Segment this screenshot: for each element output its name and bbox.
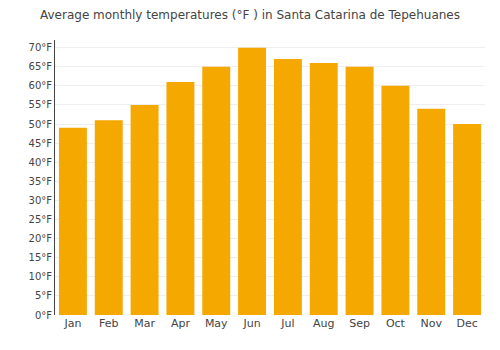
svg-text:65°F: 65°F bbox=[29, 61, 53, 72]
svg-text:Jun: Jun bbox=[242, 317, 260, 330]
svg-text:Apr: Apr bbox=[171, 317, 191, 330]
svg-text:25°F: 25°F bbox=[29, 214, 53, 225]
svg-text:50°F: 50°F bbox=[29, 119, 53, 130]
svg-text:20°F: 20°F bbox=[29, 233, 53, 244]
svg-text:Oct: Oct bbox=[386, 317, 406, 330]
svg-text:Jan: Jan bbox=[63, 317, 81, 330]
svg-text:Nov: Nov bbox=[421, 317, 443, 330]
svg-text:30°F: 30°F bbox=[29, 195, 53, 206]
svg-text:Feb: Feb bbox=[99, 317, 118, 330]
svg-text:55°F: 55°F bbox=[29, 99, 53, 110]
svg-text:Jul: Jul bbox=[280, 317, 294, 330]
svg-text:40°F: 40°F bbox=[29, 157, 53, 168]
svg-text:Mar: Mar bbox=[134, 317, 155, 330]
svg-text:5°F: 5°F bbox=[35, 290, 52, 301]
svg-text:Aug: Aug bbox=[313, 317, 334, 330]
svg-text:Average monthly temperatures (: Average monthly temperatures (°F ) in Sa… bbox=[40, 8, 460, 22]
svg-text:45°F: 45°F bbox=[29, 138, 53, 149]
svg-text:10°F: 10°F bbox=[29, 271, 53, 282]
svg-text:15°F: 15°F bbox=[29, 252, 53, 263]
svg-text:Dec: Dec bbox=[456, 317, 477, 330]
svg-text:0°F: 0°F bbox=[35, 310, 52, 321]
svg-text:Sep: Sep bbox=[349, 317, 370, 330]
svg-text:60°F: 60°F bbox=[29, 80, 53, 91]
svg-text:35°F: 35°F bbox=[29, 176, 53, 187]
svg-text:May: May bbox=[205, 317, 228, 330]
svg-text:70°F: 70°F bbox=[29, 42, 53, 53]
